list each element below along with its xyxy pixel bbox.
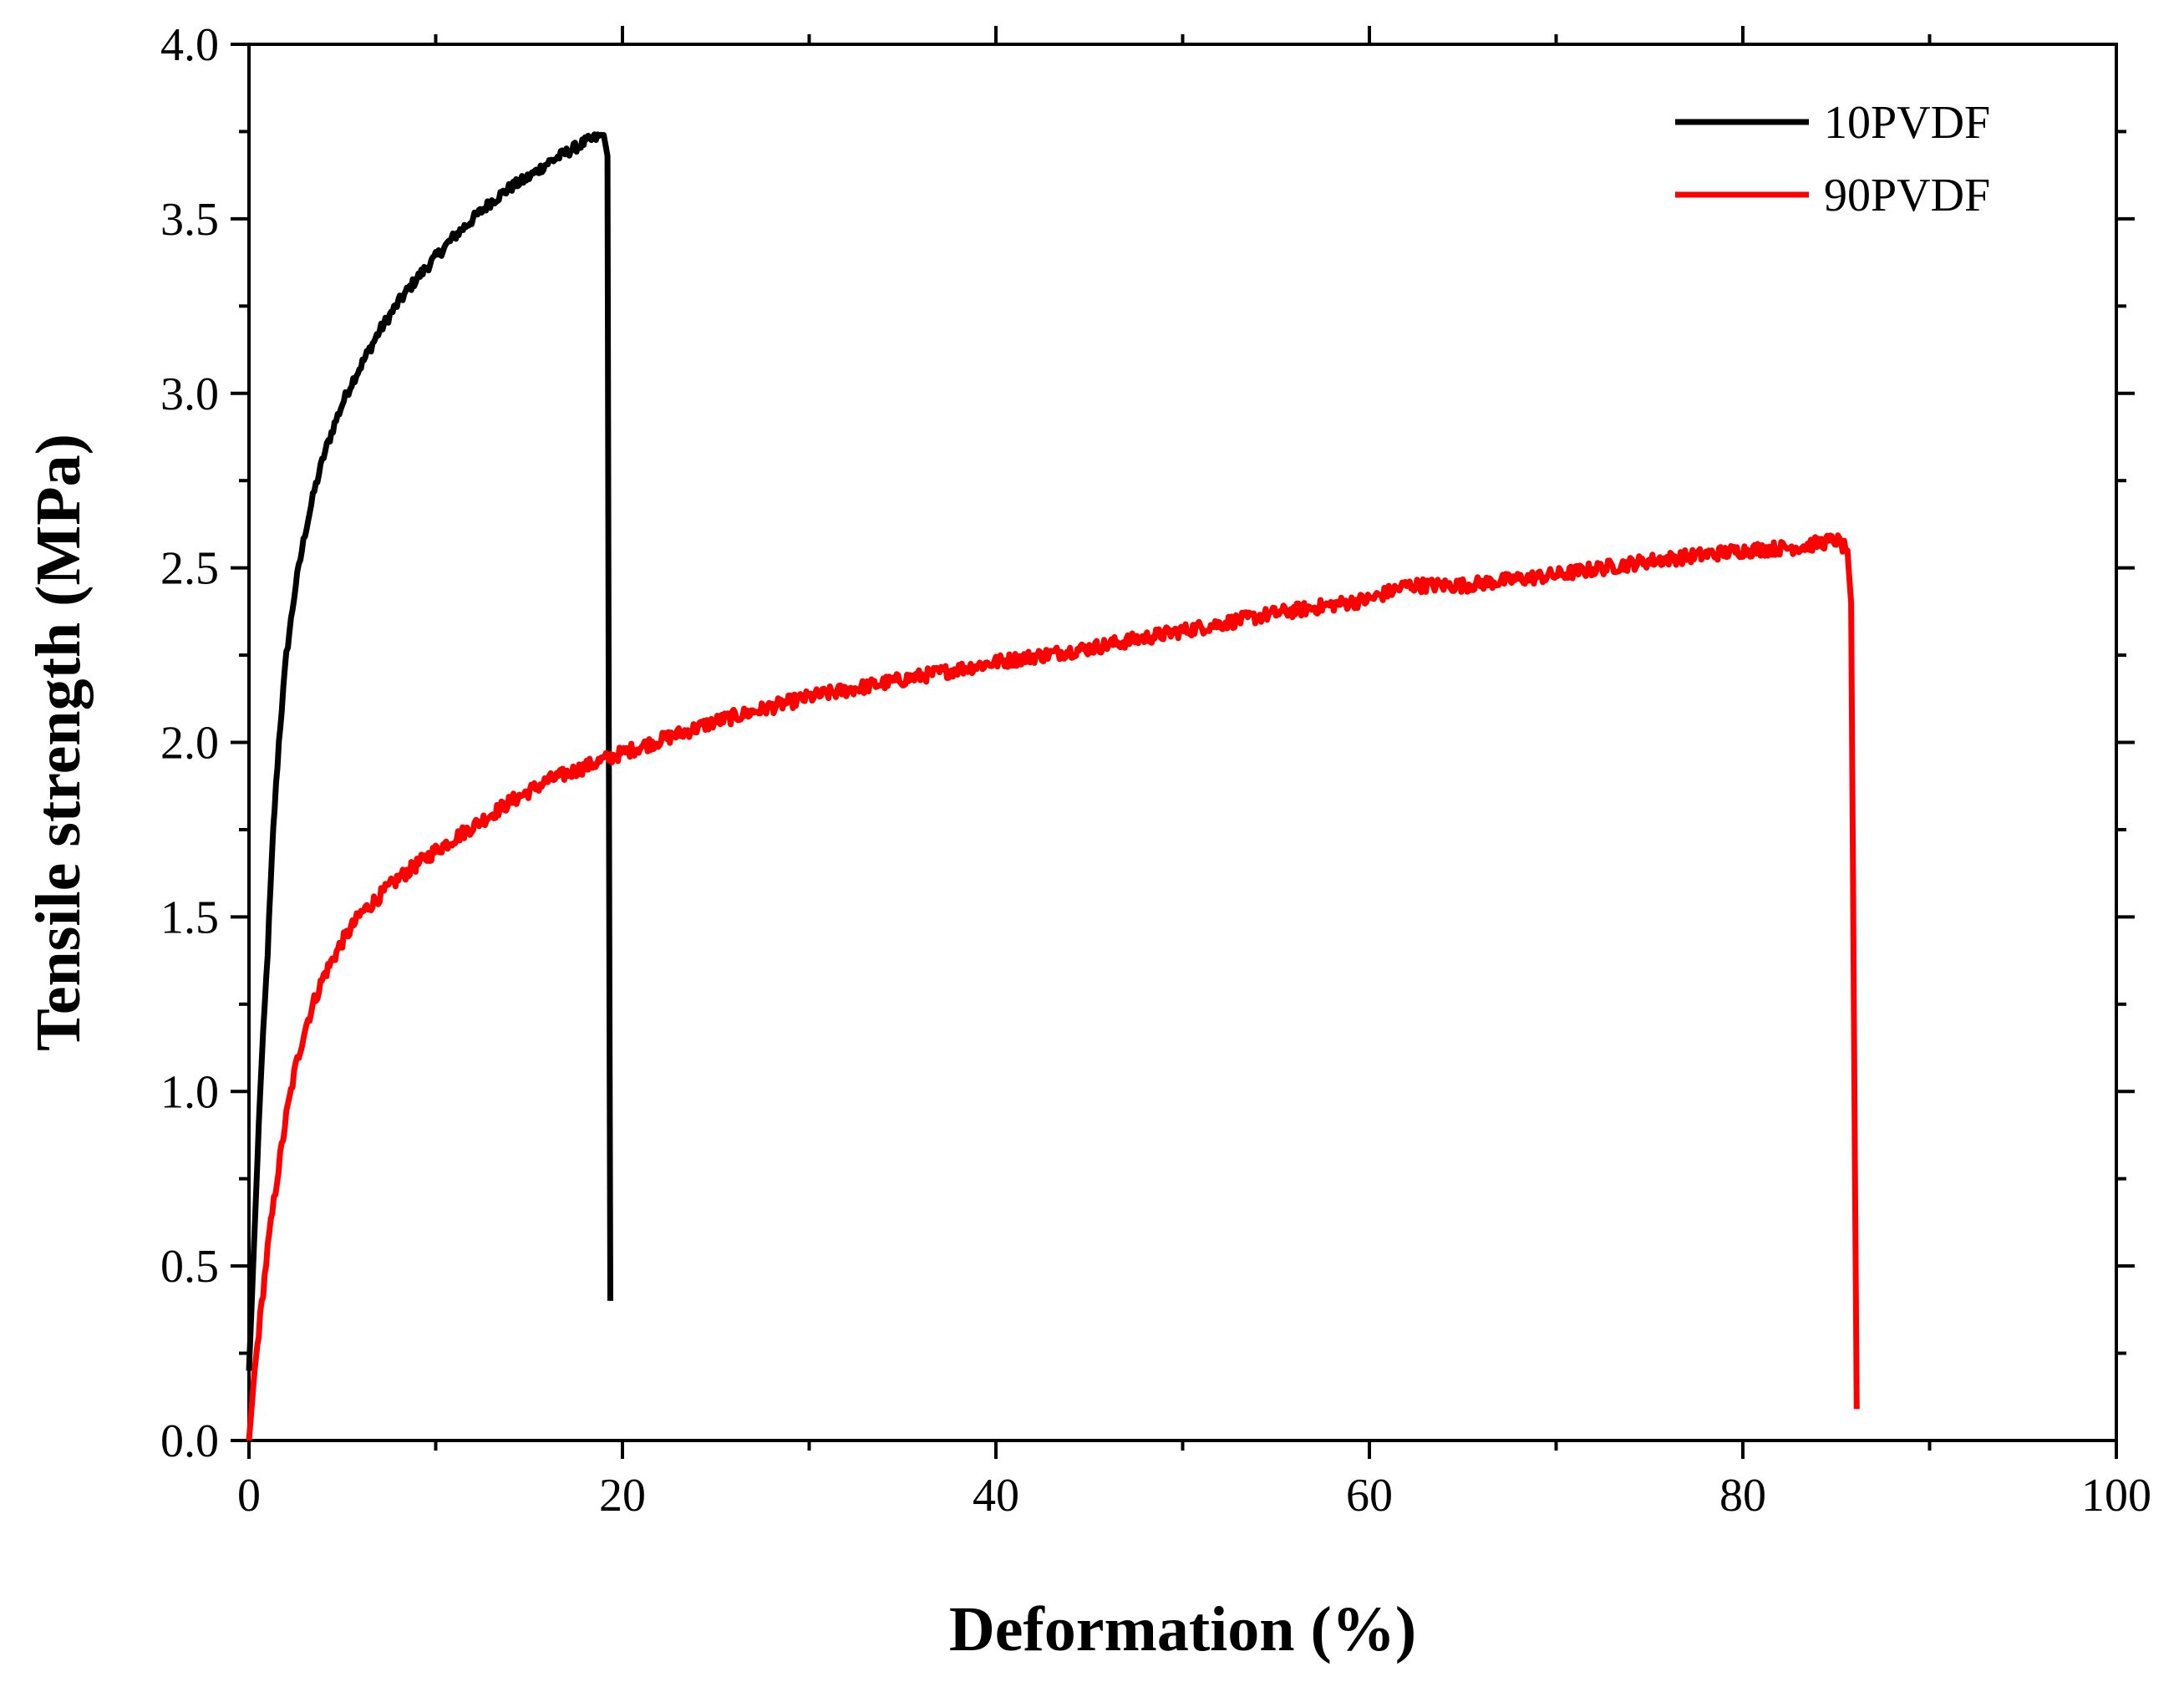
y-tick-label: 2.5: [160, 543, 219, 595]
series-line-90PVDF: [246, 532, 1860, 1441]
plot-frame: [247, 43, 2118, 1442]
y-tick-label: 0.5: [160, 1241, 219, 1293]
y-tick-label: 3.0: [160, 368, 219, 420]
x-tick-label: 0: [237, 1470, 261, 1522]
x-tick-label: 60: [1346, 1470, 1393, 1522]
y-tick-label: 1.5: [160, 892, 219, 943]
x-tick-label: 20: [599, 1470, 646, 1522]
y-tick-label: 0.0: [160, 1415, 219, 1467]
x-tick-label: 40: [973, 1470, 1019, 1522]
y-tick-label: 3.5: [160, 194, 219, 246]
y-axis-title: Tensile strength (MPa): [23, 434, 94, 1051]
y-tick-label: 1.0: [160, 1066, 219, 1118]
x-tick-label: 100: [2081, 1470, 2151, 1522]
series-line-10PVDF: [246, 131, 613, 1371]
x-tick-label: 80: [1719, 1470, 1766, 1522]
legend-label-10PVDF: 10PVDF: [1824, 97, 1990, 149]
x-axis-title: Deformation (%): [949, 1594, 1416, 1664]
plot-area: 0 20 40 60 80 100 0.0 0.5 1.0 1.5 2.0 2.5 3.0 3.5 4.0 1…: [160, 19, 2151, 1522]
legend-label-90PVDF: 90PVDF: [1824, 170, 1990, 221]
y-tick-label: 2.0: [160, 718, 219, 770]
y-tick-label: 4.0: [160, 19, 219, 71]
